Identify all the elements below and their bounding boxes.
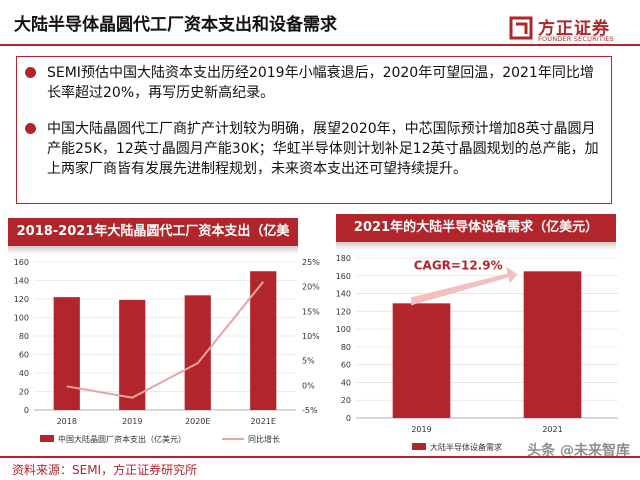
y-right-tick-label: 5% <box>302 357 315 366</box>
legend-label: 大陆半导体设备需求 <box>430 442 502 452</box>
bullet-dot-icon <box>25 67 36 78</box>
bullet-text-1: SEMI预估中国大陆资本支出历经2019年小幅衰退后，2020年可望回温，202… <box>47 65 594 101</box>
y-left-tick-label: 120 <box>14 295 29 304</box>
founder-logo-icon <box>509 16 533 40</box>
chart1-header: 2018-2021年大陆晶圆代工厂资本支出（亿美元） <box>8 218 298 267</box>
bullet-text-2: 中国大陆晶圆代工厂商扩产计划较为明确，展望2020年，中芯国际预计增加8英寸晶圆… <box>47 121 599 177</box>
x-tick-label: 2021E <box>251 417 276 426</box>
capex-bar <box>250 271 277 410</box>
y-right-tick-label: 10% <box>302 332 320 341</box>
cagr-arrow-icon <box>411 266 518 306</box>
y-tick-label: 140 <box>336 290 351 299</box>
x-tick-label: 2021 <box>542 425 562 434</box>
equipment-demand-bar <box>523 271 582 418</box>
bullet-item-1: SEMI预估中国大陆资本支出历经2019年小幅衰退后，2020年可望回温，202… <box>25 63 603 103</box>
y-left-tick-label: 20 <box>19 388 29 397</box>
y-tick-label: 80 <box>341 343 351 352</box>
y-tick-label: 20 <box>341 396 351 405</box>
cagr-annotation: CAGR=12.9% <box>414 258 503 272</box>
y-tick-label: 100 <box>336 325 351 334</box>
y-tick-label: 40 <box>341 378 351 387</box>
y-right-tick-label: 0% <box>302 381 315 390</box>
y-tick-label: 120 <box>336 307 351 316</box>
growth-line <box>66 281 265 399</box>
y-right-tick-label: 25% <box>302 258 320 267</box>
y-right-tick-label: 20% <box>302 283 320 292</box>
source-note: 资料来源：SEMI，方正证券研究所 <box>12 463 198 477</box>
y-right-tick-label: 15% <box>302 307 320 316</box>
x-tick-label: 2019 <box>411 425 431 434</box>
founder-logo: 方正证券 FOUNDER SECURITIES <box>508 14 630 44</box>
chart2-header: 2021年的大陆半导体设备需求（亿美元） <box>336 214 616 250</box>
x-tick-label: 2018 <box>57 417 77 426</box>
title-rule <box>0 44 640 46</box>
y-left-tick-label: 80 <box>19 332 29 341</box>
capex-bar <box>119 299 146 410</box>
y-tick-label: 160 <box>336 272 351 281</box>
x-tick-label: 2019 <box>122 417 142 426</box>
watermark: 头条 @未来智库 <box>527 443 630 459</box>
y-right-tick-label: -5% <box>302 406 318 415</box>
logo-text-en: FOUNDER SECURITIES <box>538 35 614 43</box>
legend-label-bar: 中国大陆晶圆厂资本支出（亿美元） <box>58 434 186 444</box>
y-left-tick-label: 60 <box>19 351 29 360</box>
x-tick-label: 2020E <box>185 417 210 426</box>
y-left-tick-label: 40 <box>19 369 29 378</box>
capex-bar <box>53 297 80 410</box>
y-left-tick-label: 0 <box>24 406 29 415</box>
logo-text-cn: 方正证券 <box>538 19 610 39</box>
y-left-tick-label: 140 <box>14 277 29 286</box>
y-left-tick-label: 100 <box>14 314 29 323</box>
capex-chart: 0 20 40 60 80 100 120 140 160 -5% 0% 5% 10% 15% 20% 25%… <box>14 258 320 444</box>
y-tick-label: 60 <box>341 361 351 370</box>
legend-label-line: 同比增长 <box>248 434 280 444</box>
y-tick-label: 0 <box>346 414 351 423</box>
bullet-dot-icon <box>25 123 36 134</box>
equipment-demand-chart: 0 20 40 60 80 100 120 140 160 180 2019 2021 CAGR=12.… <box>336 254 618 452</box>
slide-title: 大陆半导体晶圆代工厂资本支出和设备需求 <box>14 15 337 35</box>
equipment-demand-bar <box>392 303 451 418</box>
y-tick-label: 180 <box>336 254 351 263</box>
legend-swatch <box>412 443 426 450</box>
y-left-tick-label: 160 <box>14 258 29 267</box>
footer-rule <box>0 456 640 458</box>
bullet-box: SEMI预估中国大陆资本支出历经2019年小幅衰退后，2020年可望回温，202… <box>16 56 612 204</box>
legend-swatch-bar <box>40 435 54 442</box>
bullet-item-2: 中国大陆晶圆代工厂商扩产计划较为明确，展望2020年，中芯国际预计增加8英寸晶圆… <box>25 119 603 179</box>
